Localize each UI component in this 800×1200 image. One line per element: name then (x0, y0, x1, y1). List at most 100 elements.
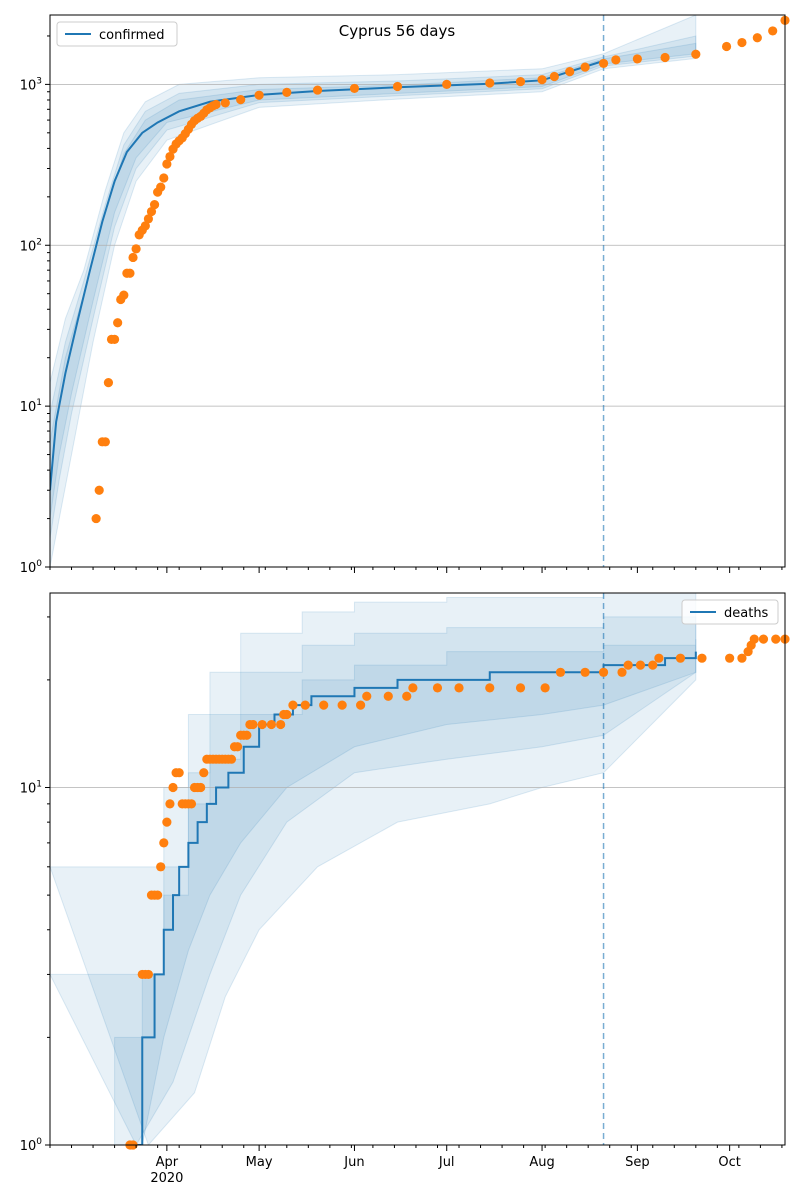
confirmed-observed-points (91, 15, 790, 524)
observed-point (555, 667, 566, 677)
observed-point (159, 173, 169, 183)
deaths-axes-frame (49, 592, 786, 1146)
observed-point (408, 683, 418, 693)
observed-point (276, 719, 286, 730)
observed-point (248, 719, 258, 730)
observed-point (598, 58, 609, 69)
observed-point (109, 334, 120, 344)
legend-label-deaths: deaths (724, 606, 769, 621)
observed-point (485, 78, 495, 88)
confirmed-axes-frame (49, 14, 786, 568)
observed-point (540, 683, 550, 693)
observed-point (143, 969, 154, 980)
observed-point (635, 660, 646, 670)
observed-point (691, 49, 701, 59)
observed-point (580, 667, 590, 677)
x-tick-label: Aug (529, 1155, 554, 1170)
observed-point (752, 33, 762, 43)
observed-point (737, 653, 747, 663)
deaths-model-median (136, 651, 697, 1145)
observed-point (162, 159, 172, 169)
observed-point (226, 754, 237, 764)
credible-band-1 (50, 616, 697, 1145)
observed-point (485, 683, 495, 693)
x-axis-year-label: 2020 (150, 1171, 183, 1186)
observed-point (119, 290, 129, 300)
observed-point (383, 691, 393, 701)
observed-point (768, 26, 778, 36)
observed-point (362, 691, 372, 701)
x-tick-label: May (246, 1155, 273, 1170)
observed-point (771, 634, 781, 644)
observed-point (432, 683, 443, 693)
observed-point (454, 683, 464, 693)
observed-point (143, 214, 154, 224)
observed-point (721, 41, 732, 52)
observed-point (725, 653, 735, 663)
observed-point (549, 71, 559, 82)
observed-point (356, 700, 366, 710)
observed-point (257, 719, 267, 730)
observed-point (100, 437, 110, 447)
confirmed-x-axis (49, 567, 783, 573)
observed-point (623, 660, 633, 670)
observed-point (697, 653, 707, 663)
x-tick-label: Apr (156, 1155, 179, 1170)
observed-point (162, 817, 172, 827)
observed-point (146, 206, 157, 217)
observed-point (165, 799, 175, 809)
observed-point (632, 54, 642, 64)
observed-point (565, 67, 575, 77)
observed-point (140, 221, 150, 231)
observed-point (515, 77, 526, 87)
deaths-legend: deaths (681, 599, 779, 625)
x-tick-label: Jul (438, 1155, 455, 1170)
observed-point (392, 81, 403, 92)
observed-point (199, 768, 209, 778)
observed-point (159, 838, 169, 848)
observed-point (236, 95, 246, 105)
observed-point (149, 199, 160, 210)
observed-point (737, 37, 747, 48)
confirmed-legend: confirmed (56, 21, 178, 47)
legend-box (681, 599, 779, 625)
observed-point (156, 182, 166, 192)
observed-point (537, 75, 547, 85)
x-tick-label: Oct (718, 1155, 740, 1170)
observed-point (113, 318, 123, 328)
deaths-x-axis: Apr May Jun Jul Aug Sep Oct (49, 1145, 783, 1170)
observed-point (128, 252, 138, 263)
observed-point (288, 700, 298, 710)
observed-point (153, 890, 163, 900)
observed-point (319, 700, 329, 710)
observed-point (611, 55, 621, 65)
observed-point (515, 683, 526, 693)
observed-point (242, 730, 252, 740)
credible-band-0 (50, 593, 697, 1145)
observed-point (749, 634, 759, 644)
legend-box (56, 21, 178, 47)
model-median-line (136, 651, 697, 1145)
x-tick-label: Sep (625, 1155, 650, 1170)
observed-point (125, 268, 135, 278)
deaths-observed-points (125, 634, 790, 1150)
observed-point (580, 62, 590, 72)
deaths-credible-bands (50, 593, 697, 1145)
observed-point (617, 667, 627, 677)
observed-point (232, 742, 243, 752)
observed-point (282, 709, 292, 720)
x-tick-label: Jun (343, 1155, 364, 1170)
observed-point (442, 79, 452, 89)
observed-point (312, 85, 323, 95)
observed-point (758, 634, 769, 644)
observed-point (266, 719, 277, 730)
observed-point (103, 378, 114, 388)
observed-point (402, 691, 412, 701)
legend-label-confirmed: confirmed (99, 28, 165, 43)
observed-point (349, 83, 360, 94)
observed-point (94, 485, 104, 495)
observed-point (168, 782, 178, 793)
observed-point (165, 151, 175, 162)
